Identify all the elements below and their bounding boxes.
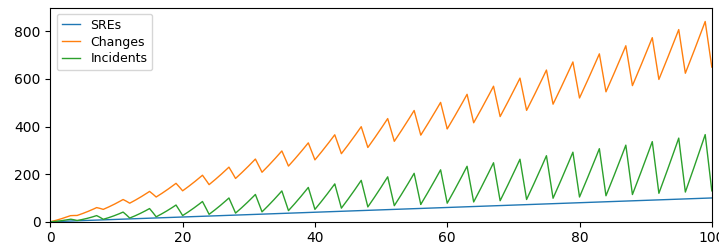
Changes [444,126,452,129]
Line: Incidents: Incidents [50,135,712,222]
SREs [46,220,55,223]
Changes [61,216,70,219]
Changes [105,205,114,208]
Changes [590,63,599,66]
Changes [46,220,55,223]
Incidents [82,217,91,220]
Incidents [707,189,716,192]
SREs [105,218,114,221]
Legend: SREs, Changes, Incidents: SREs, Changes, Incidents [57,14,152,70]
Changes [82,211,91,214]
Incidents [61,218,70,222]
Changes [701,20,710,23]
Incidents [292,201,301,204]
SREs [82,219,91,222]
SREs [707,197,716,200]
Line: Changes: Changes [50,21,712,222]
Incidents [590,159,599,162]
SREs [61,220,70,223]
SREs [444,206,452,209]
Changes [292,156,301,159]
SREs [292,211,301,214]
Incidents [46,220,55,223]
Incidents [105,216,114,219]
Line: SREs: SREs [50,198,712,222]
Incidents [701,133,710,136]
SREs [590,201,599,204]
Changes [707,66,716,69]
Incidents [444,201,452,204]
